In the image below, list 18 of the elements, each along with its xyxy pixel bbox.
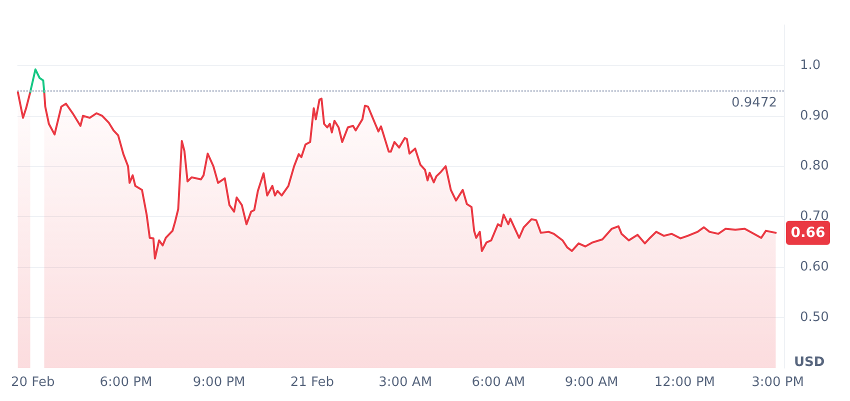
text: 0.66 xyxy=(790,224,826,241)
x-tick-label: 6:00 PM xyxy=(100,375,152,390)
y-tick-label: 0.90 xyxy=(800,108,829,124)
y-tick-label: 0.80 xyxy=(800,158,829,174)
y-tick-label: 0.70 xyxy=(800,209,829,224)
x-tick-label: 9:00 PM xyxy=(192,375,246,390)
x-tick-label: 3:00 AM xyxy=(378,375,432,390)
x-tick-label: 9:00 AM xyxy=(564,375,618,390)
y-tick-label: 0.50 xyxy=(800,310,829,326)
x-tick-label: 20 Feb xyxy=(10,375,55,390)
y-axis-title: USD xyxy=(794,355,825,370)
x-tick-label: 6:00 AM xyxy=(472,375,526,390)
y-tick-label: 0.60 xyxy=(800,260,829,275)
x-tick-label: 3:00 PM xyxy=(752,375,804,390)
x-tick-label: 21 Feb xyxy=(290,375,334,390)
y-tick-label: 1.0 xyxy=(800,58,821,73)
x-tick-label: 12:00 PM xyxy=(654,375,715,390)
ref-line-label: 0.9472 xyxy=(732,96,777,111)
